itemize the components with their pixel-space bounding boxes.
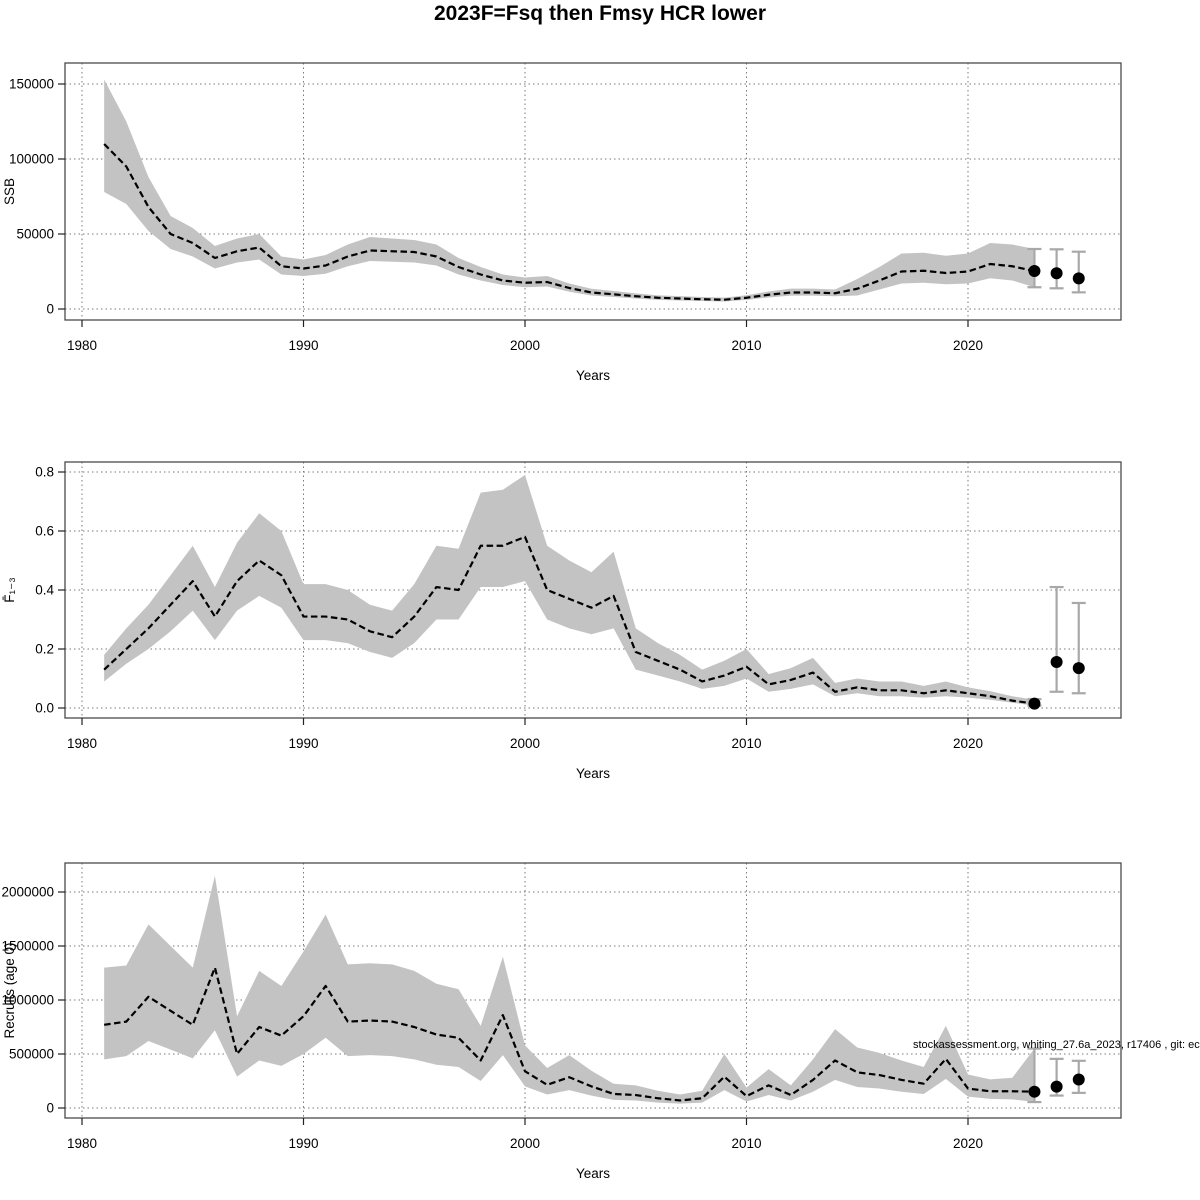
forecast-point [1050,655,1063,668]
x-tick-label: 1990 [288,1136,318,1151]
x-tick-label: 1990 [288,338,318,353]
y-tick-label: 0.6 [35,524,54,539]
forecast-point [1028,697,1041,710]
confidence-band [104,474,1035,706]
source-annotation: stockassessment.org, whiting_27.6a_2023,… [913,1039,1200,1051]
x-axis-label: Years [576,1166,610,1181]
x-axis-label: Years [576,766,610,781]
y-tick-label: 1000000 [1,993,54,1008]
forecast-point [1072,662,1085,675]
x-axis-label: Years [576,368,610,383]
ssb-panel: 0 50000 100000 150000 1980 1990 2000 2010 2020 Ye… [2,62,1122,383]
y-tick-label: 1500000 [1,939,54,954]
y-tick-label: 150000 [9,77,54,92]
median-line [103,966,1035,1102]
x-tick-label: 2020 [953,338,983,353]
plot-border [64,862,1122,1119]
forecast-point [1072,1073,1085,1086]
y-tick-label: 0.8 [35,465,54,480]
forecast-point [1072,272,1085,285]
fbar-panel: 0.0 0.2 0.4 0.6 0.8 1980 1990 2000 2010 2020 Years… [2,461,1122,781]
y-tick-label: 0 [46,1101,54,1116]
y-tick-label: 0 [46,302,54,317]
forecast-point [1050,267,1063,280]
x-tick-label: 1980 [67,338,97,353]
y-axis-label: Recruits (age 0) [2,942,17,1038]
confidence-band [104,875,1035,1104]
forecast-point [1028,265,1041,278]
x-tick-label: 2010 [731,338,761,353]
median-line [103,535,1035,705]
x-tick-label: 2000 [510,736,540,751]
y-tick-label: 100000 [9,152,54,167]
x-tick-label: 1980 [67,736,97,751]
plot-border [64,62,1122,321]
recruits-panel: 0 500000 1000000 1500000 2000000 1980 1990 2000… [1,862,1122,1181]
y-tick-label: 500000 [9,1047,54,1062]
forecast-point [1050,1080,1063,1093]
confidence-band [104,79,1035,302]
x-tick-label: 2020 [953,1136,983,1151]
x-tick-label: 2000 [510,1136,540,1151]
x-tick-label: 2010 [731,1136,761,1151]
y-axis-label: F̄₁₋₃ [2,577,17,602]
figure-title: 2023F=Fsq then Fmsy HCR lower [433,2,766,25]
x-tick-label: 2020 [953,736,983,751]
y-tick-label: 0.0 [35,701,54,716]
y-tick-label: 50000 [16,227,54,242]
y-tick-label: 0.2 [35,642,54,657]
median-line [103,143,1035,301]
x-tick-label: 1980 [67,1136,97,1151]
x-tick-label: 2000 [510,338,540,353]
x-tick-label: 2010 [731,736,761,751]
x-tick-label: 1990 [288,736,318,751]
forecast-point [1028,1085,1041,1098]
y-axis-label: SSB [2,178,17,205]
y-tick-label: 2000000 [1,885,54,900]
y-tick-label: 0.4 [35,583,54,598]
